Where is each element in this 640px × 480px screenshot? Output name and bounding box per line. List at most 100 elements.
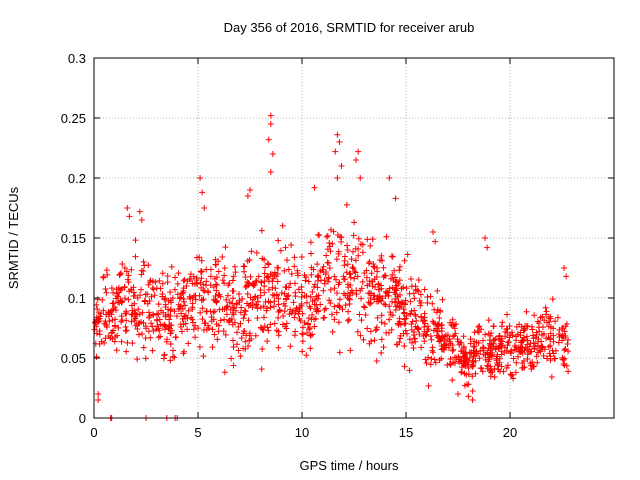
data-point: [476, 355, 483, 362]
data-point: [280, 312, 287, 319]
data-point: [234, 329, 241, 336]
data-point: [492, 346, 499, 353]
data-point: [352, 245, 359, 252]
data-point: [521, 336, 528, 343]
data-point: [108, 285, 115, 292]
data-point: [469, 388, 476, 395]
data-point: [549, 296, 556, 303]
data-point: [361, 304, 368, 311]
data-point: [490, 323, 497, 330]
data-point: [232, 269, 239, 276]
data-point: [220, 328, 227, 335]
data-point: [296, 315, 303, 322]
data-point: [421, 310, 428, 317]
data-point: [366, 300, 373, 307]
data-point: [267, 121, 274, 127]
data-point: [469, 373, 476, 380]
data-point: [155, 311, 162, 318]
data-point: [222, 244, 229, 251]
data-point: [421, 328, 428, 335]
chart-title: Day 356 of 2016, SRMTID for receiver aru…: [224, 20, 475, 35]
data-point: [103, 321, 110, 328]
data-point: [485, 345, 492, 352]
data-point: [496, 344, 503, 351]
data-point: [401, 320, 408, 327]
data-point: [469, 397, 476, 403]
data-point: [396, 263, 403, 270]
data-point: [472, 357, 479, 364]
data-point: [180, 277, 187, 284]
data-point: [171, 354, 178, 361]
data-point: [449, 377, 456, 384]
data-point: [191, 292, 198, 299]
data-point: [372, 284, 379, 291]
data-point: [489, 353, 496, 360]
data-point: [117, 271, 124, 278]
data-point: [294, 270, 301, 277]
data-point: [351, 275, 358, 282]
data-point: [530, 363, 537, 370]
data-point: [221, 316, 228, 323]
data-point: [321, 314, 328, 321]
data-point: [472, 370, 479, 377]
data-point: [408, 275, 415, 282]
data-point: [519, 365, 526, 372]
data-point: [312, 281, 319, 288]
data-point: [162, 323, 169, 330]
data-point: [209, 326, 216, 333]
data-point: [183, 282, 190, 289]
data-point: [283, 296, 290, 303]
data-point: [180, 348, 187, 355]
data-point: [258, 227, 265, 234]
data-point: [274, 264, 281, 271]
data-point: [159, 280, 166, 287]
data-point: [343, 201, 350, 208]
data-point: [501, 344, 508, 351]
data-point: [93, 353, 100, 360]
data-point: [517, 348, 524, 355]
data-point: [275, 332, 282, 339]
data-point: [370, 260, 377, 267]
data-point: [487, 363, 494, 370]
data-point: [210, 296, 217, 303]
data-point: [398, 299, 405, 306]
data-point: [291, 254, 298, 261]
data-point: [199, 305, 206, 312]
data-point: [397, 291, 404, 298]
data-point: [540, 352, 547, 359]
data-point: [167, 341, 174, 348]
data-point: [389, 284, 396, 291]
data-point: [447, 356, 454, 363]
data-point: [115, 284, 122, 291]
data-point: [149, 323, 156, 330]
data-point: [123, 327, 130, 334]
data-point: [504, 348, 511, 355]
data-point: [427, 361, 434, 368]
data-point: [305, 315, 312, 322]
data-point: [360, 303, 367, 310]
data-point: [375, 281, 382, 288]
data-point: [205, 289, 212, 296]
data-point: [310, 266, 317, 273]
data-point: [561, 355, 568, 362]
data-point: [495, 366, 502, 373]
data-point: [246, 256, 253, 263]
data-point: [105, 309, 112, 315]
data-point: [169, 353, 176, 360]
data-point: [230, 304, 237, 311]
data-point: [140, 258, 147, 265]
data-point: [212, 292, 219, 299]
data-point: [115, 324, 122, 331]
data-point: [94, 296, 101, 303]
data-point: [474, 327, 481, 334]
data-point: [227, 306, 234, 313]
data-point: [301, 319, 308, 326]
data-point: [269, 151, 276, 157]
data-point: [323, 252, 330, 259]
data-point: [387, 309, 394, 316]
data-point: [366, 258, 373, 265]
data-point: [111, 323, 118, 330]
data-point: [326, 264, 333, 271]
data-point: [258, 366, 265, 373]
data-point: [336, 349, 343, 356]
